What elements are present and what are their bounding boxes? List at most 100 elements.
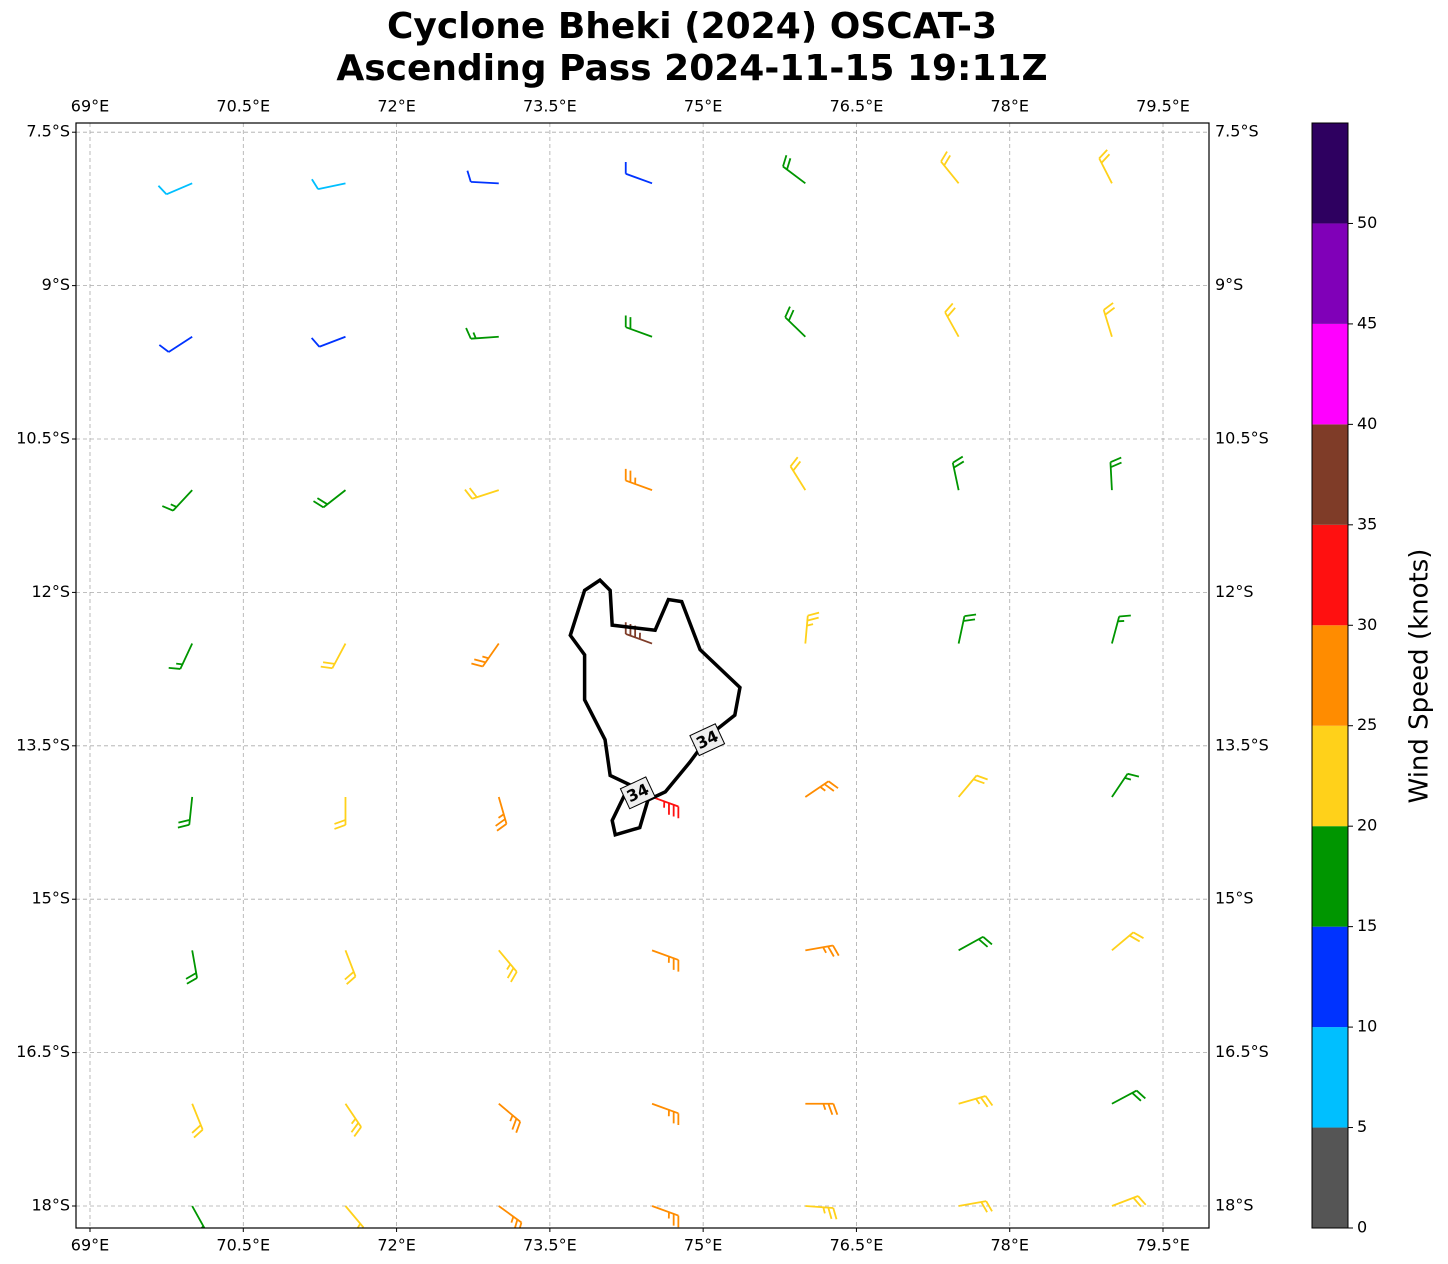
wind-barb — [498, 949, 518, 983]
colorbar-tick-label: 5 — [1357, 1117, 1367, 1136]
y-tick-label-right: 18°S — [1215, 1196, 1254, 1215]
wind-barb — [344, 1205, 365, 1228]
wind-barb — [1111, 772, 1140, 798]
wind-barb — [805, 1205, 838, 1220]
wind-barb — [161, 489, 193, 512]
x-tick-label: 78°E — [990, 1236, 1028, 1255]
x-tick-label: 70.5°E — [216, 1236, 270, 1255]
y-tick-label: 16.5°S — [16, 1042, 70, 1061]
x-tick-label-top: 78°E — [990, 97, 1028, 116]
wind-barb — [805, 944, 840, 957]
contour-line — [568, 577, 742, 837]
map-frame — [75, 122, 1210, 1229]
wind-barb — [191, 1205, 206, 1228]
wind-barb — [158, 335, 193, 353]
wind-barb — [344, 1103, 362, 1137]
wind-barb — [804, 611, 820, 644]
wind-barb — [466, 170, 499, 185]
y-tick-label-right: 7.5°S — [1215, 122, 1259, 141]
wind-barb — [1111, 931, 1144, 952]
x-tick-label: 76.5°E — [830, 1236, 884, 1255]
wind-barb — [310, 335, 346, 348]
wind-barb — [334, 796, 347, 830]
wind-barb — [168, 643, 194, 670]
wind-barb — [805, 1102, 839, 1116]
x-tick-label-top: 70.5°E — [216, 97, 270, 116]
x-tick-label: 69°E — [71, 1236, 109, 1255]
colorbar-tick-label: 50 — [1357, 213, 1377, 232]
wind-barb — [958, 1200, 993, 1213]
wind-barb — [624, 162, 653, 185]
x-tick-label: 73.5°E — [523, 1236, 577, 1255]
y-tick-label: 9°S — [42, 275, 70, 294]
wind-barb — [624, 468, 653, 491]
wind-barb — [651, 949, 680, 972]
colorbar-bin — [1312, 1027, 1348, 1128]
wind-barb — [651, 1102, 680, 1126]
x-tick-label-top: 72°E — [377, 97, 415, 116]
wind-barb — [311, 178, 346, 191]
colorbar-frame — [1311, 122, 1349, 1229]
colorbar-tick-label: 15 — [1357, 916, 1377, 935]
colorbar-bin — [1312, 826, 1348, 927]
colorbar-bin — [1312, 524, 1348, 626]
y-tick-label-right: 15°S — [1215, 889, 1254, 908]
wind-barb — [464, 487, 500, 500]
y-tick-label: 12°S — [31, 582, 70, 601]
wind-barb — [957, 774, 988, 798]
y-tick-label-right: 13.5°S — [1215, 735, 1269, 754]
wind-barb — [495, 796, 508, 832]
colorbar-tick-label: 40 — [1357, 414, 1377, 433]
colorbar-tick-label: 25 — [1357, 715, 1377, 734]
wind-barb — [804, 780, 839, 798]
y-tick-label-right: 16.5°S — [1215, 1042, 1269, 1061]
wind-barb — [1111, 614, 1131, 644]
wind-barb — [958, 935, 993, 952]
wind-barb — [498, 1103, 522, 1134]
wind-barb — [940, 151, 960, 184]
y-tick-label: 10.5°S — [16, 429, 70, 448]
wind-barb — [498, 1205, 523, 1228]
wind-barb — [313, 489, 347, 509]
colorbar-tick-label: 35 — [1357, 514, 1377, 533]
y-tick-label-right: 10.5°S — [1215, 429, 1269, 448]
y-tick-label: 18°S — [31, 1196, 70, 1215]
chart-title: Cyclone Bheki (2024) OSCAT-3 — [387, 6, 997, 47]
colorbar-tick-label: 0 — [1357, 1218, 1367, 1237]
wind-barb — [944, 302, 960, 338]
wind-barb — [651, 796, 680, 819]
wind-barb — [789, 456, 807, 491]
wind-barb — [1109, 456, 1122, 491]
wind-barb — [465, 327, 499, 340]
colorbar-bin — [1312, 725, 1348, 827]
wind-barb — [782, 155, 806, 185]
chart-title: Ascending Pass 2024-11-15 19:11Z — [336, 48, 1047, 89]
x-tick-label-top: 76.5°E — [830, 97, 884, 116]
y-tick-label: 15°S — [31, 889, 70, 908]
colorbar-tick-label: 30 — [1357, 615, 1377, 634]
wind-barb — [344, 950, 357, 985]
colorbar-bin — [1312, 323, 1348, 425]
colorbar-bin — [1312, 424, 1348, 525]
colorbar-label: Wind Speed (knots) — [1405, 549, 1435, 804]
colorbar-bin — [1312, 1127, 1348, 1228]
contour-label-box — [689, 723, 726, 757]
colorbar-tick-label: 10 — [1357, 1017, 1377, 1036]
wind-barb — [177, 796, 194, 829]
wind-barb — [651, 1205, 680, 1228]
colorbar-tick-label: 45 — [1357, 313, 1377, 332]
wind-barb — [191, 1103, 204, 1139]
colorbar-bin — [1312, 223, 1348, 324]
wind-barb — [1098, 149, 1113, 184]
y-tick-label: 7.5°S — [26, 122, 70, 141]
x-tick-label-top: 69°E — [71, 97, 109, 116]
wind-barb — [624, 622, 653, 645]
x-tick-label-top: 75°E — [684, 97, 722, 116]
y-tick-label-right: 12°S — [1215, 582, 1254, 601]
wind-barb — [951, 455, 965, 491]
colorbar-bin — [1312, 625, 1348, 726]
wind-barb — [1111, 1089, 1146, 1105]
wind-barb — [624, 315, 653, 338]
